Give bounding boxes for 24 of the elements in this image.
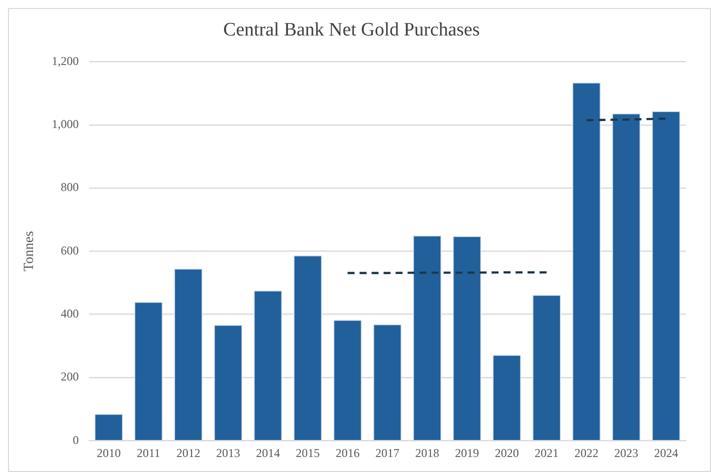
x-tick-label: 2020 bbox=[494, 446, 519, 460]
y-tick-label: 600 bbox=[60, 243, 79, 258]
x-tick-label: 2012 bbox=[176, 446, 200, 460]
y-tick-label: 1,000 bbox=[52, 117, 79, 132]
y-tick-label: 1,200 bbox=[52, 54, 79, 68]
x-tick-label: 2014 bbox=[256, 446, 280, 460]
x-tick-label: 2021 bbox=[534, 446, 559, 460]
x-tick-label: 2017 bbox=[375, 446, 400, 460]
x-tick-label: 2019 bbox=[455, 446, 480, 460]
y-axis-title: Tonnes bbox=[22, 231, 38, 272]
x-tick-label: 2013 bbox=[216, 446, 240, 460]
x-tick-label: 2015 bbox=[296, 446, 320, 460]
x-tick-label: 2023 bbox=[614, 446, 638, 460]
chart-title: Central Bank Net Gold Purchases bbox=[223, 19, 480, 40]
y-tick-label: 0 bbox=[72, 432, 79, 447]
x-tick-label: 2018 bbox=[415, 446, 440, 460]
x-tick-label: 2016 bbox=[336, 446, 360, 460]
x-tick-label: 2022 bbox=[574, 446, 598, 460]
y-tick-label: 400 bbox=[60, 306, 79, 320]
y-tick-label: 800 bbox=[60, 180, 79, 194]
x-tick-label: 2024 bbox=[654, 446, 678, 460]
x-tick-label: 2010 bbox=[96, 446, 121, 460]
x-tick-label: 2011 bbox=[136, 446, 160, 460]
y-tick-label: 200 bbox=[60, 370, 79, 384]
